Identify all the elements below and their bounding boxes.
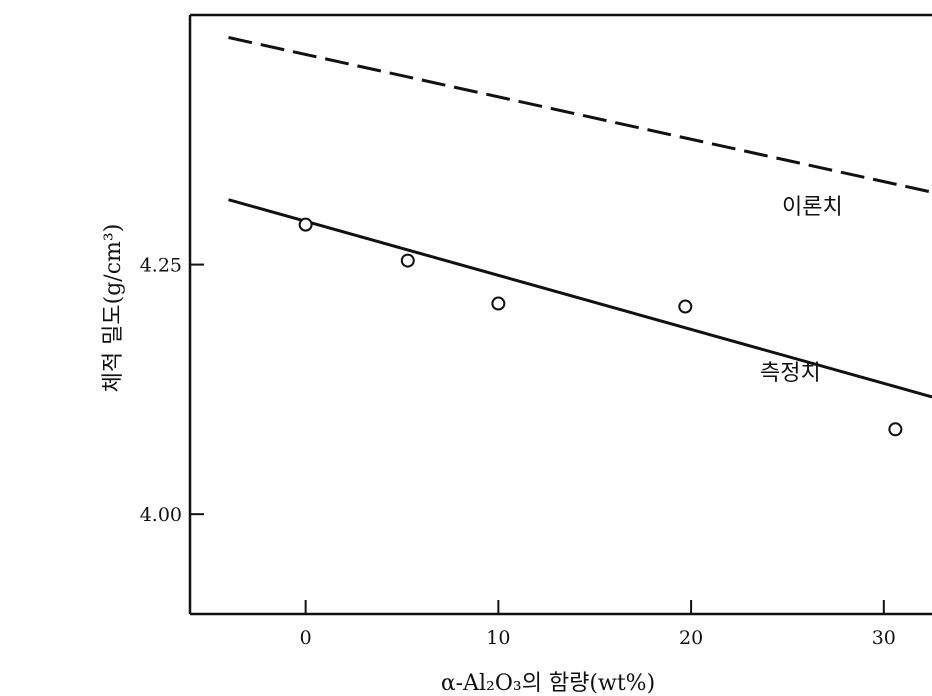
x-tick-label-1: 10 bbox=[486, 627, 510, 649]
y-tick-label-1: 4.25 bbox=[140, 255, 182, 277]
series-line-1 bbox=[228, 198, 932, 399]
plot-frame bbox=[188, 13, 932, 616]
y-tick-label-0: 4.00 bbox=[140, 504, 182, 526]
x-tick-label-0: 0 bbox=[300, 627, 312, 649]
data-point-1 bbox=[400, 253, 415, 268]
data-point-0 bbox=[298, 217, 313, 232]
series-lines bbox=[228, 36, 932, 399]
x-tick-label-2: 20 bbox=[679, 627, 703, 649]
data-point-2 bbox=[491, 296, 506, 311]
data-points bbox=[298, 217, 903, 437]
data-point-3 bbox=[678, 299, 693, 314]
x-tick-label-3: 30 bbox=[872, 627, 896, 649]
ticks: 0 10 20 30 4.00 4.25 bbox=[140, 14, 896, 649]
series-label-measured: 측정치 bbox=[760, 361, 821, 386]
x-axis-title: α-Al₂O₃의 함량(wt%) bbox=[441, 671, 655, 696]
y-axis-title: 체적 밀도(g/cm³) bbox=[101, 224, 126, 393]
series-line-0 bbox=[228, 36, 932, 194]
data-point-4 bbox=[888, 422, 903, 437]
series-label-theoretical: 이론치 bbox=[782, 195, 843, 220]
